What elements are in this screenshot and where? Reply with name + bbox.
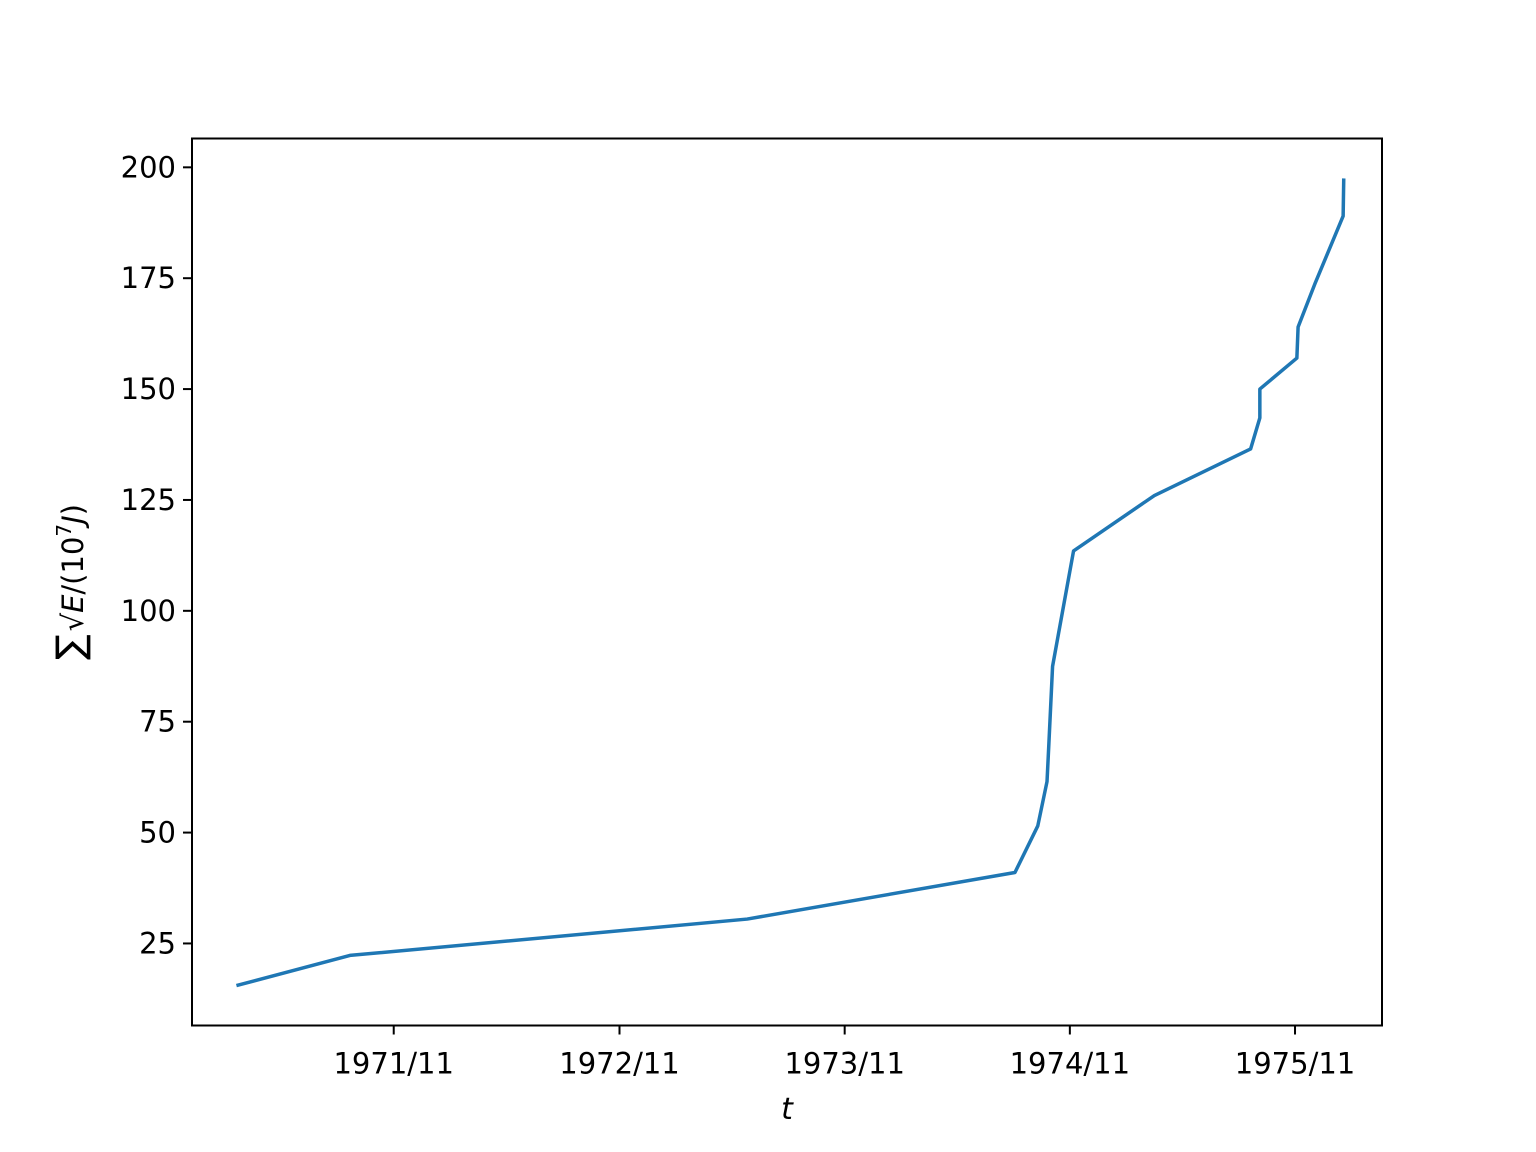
x-axis: 1971/11 1972/11 1973/11 1974/11 1975/11 bbox=[333, 1025, 1355, 1081]
y-axis: 25 50 75 100 125 150 175 200 bbox=[121, 150, 192, 960]
axes-frame bbox=[191, 137, 1383, 1027]
x-tick-label: 1971/11 bbox=[333, 1047, 453, 1081]
y-label-sqrt: √ bbox=[56, 612, 90, 631]
x-tick-label: 1975/11 bbox=[1235, 1047, 1355, 1081]
x-tick-label: 1972/11 bbox=[559, 1047, 679, 1081]
x-tick-label: 1974/11 bbox=[1010, 1047, 1130, 1081]
y-tick-label: 75 bbox=[139, 705, 176, 739]
y-tick-label: 100 bbox=[121, 594, 176, 628]
y-tick-label: 150 bbox=[121, 372, 176, 406]
x-tick-label: 1973/11 bbox=[784, 1047, 904, 1081]
x-axis-label: t bbox=[781, 1092, 794, 1127]
y-tick-label: 125 bbox=[121, 483, 176, 517]
y-label-unit-open: /(10 bbox=[56, 537, 90, 595]
y-label-radicand: E bbox=[56, 594, 90, 613]
y-tick-label: 50 bbox=[139, 816, 176, 850]
svg-text:∑√E/(107J): ∑√E/(107J) bbox=[48, 504, 92, 660]
y-tick-label: 200 bbox=[121, 150, 176, 184]
plot-area bbox=[235, 178, 1346, 988]
y-label-sum: ∑ bbox=[48, 634, 92, 660]
series-line bbox=[235, 178, 1346, 988]
y-label-exponent: 7 bbox=[52, 524, 76, 537]
y-tick-label: 175 bbox=[121, 261, 176, 295]
y-tick-label: 25 bbox=[139, 926, 176, 960]
y-label-unit-close: ) bbox=[56, 504, 90, 515]
y-axis-label: ∑√E/(107J) bbox=[48, 504, 92, 660]
